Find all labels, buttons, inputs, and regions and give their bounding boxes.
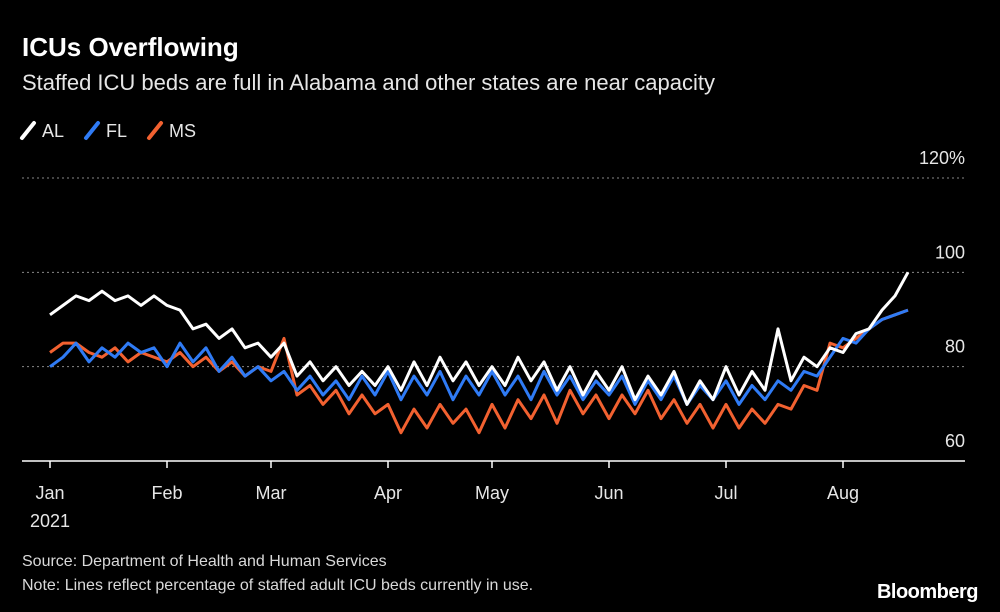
x-tick-label: Apr <box>374 483 402 503</box>
x-tick-label: Feb <box>151 483 182 503</box>
y-tick-label: 60 <box>945 431 965 451</box>
y-tick-label: 120% <box>919 148 965 168</box>
legend-label: MS <box>169 121 196 141</box>
x-tick-label: Jun <box>594 483 623 503</box>
legend-swatch <box>84 121 101 140</box>
x-tick-label: Jan <box>35 483 64 503</box>
source: Source: Department of Health and Human S… <box>22 553 387 570</box>
x-year-label: 2021 <box>30 511 70 531</box>
legend-label: AL <box>42 121 64 141</box>
note: Note: Lines reflect percentage of staffe… <box>22 577 533 594</box>
y-tick-label: 100 <box>935 242 965 262</box>
series-line <box>49 308 909 406</box>
x-tick-label: May <box>475 483 509 503</box>
chart-subtitle: Staffed ICU beds are full in Alabama and… <box>22 70 715 95</box>
x-tick-label: Jul <box>714 483 737 503</box>
series-line <box>49 271 910 406</box>
brand: Bloomberg <box>877 581 978 603</box>
x-tick-label: Aug <box>827 483 859 503</box>
legend-swatch <box>20 121 36 140</box>
y-tick-label: 80 <box>945 337 965 357</box>
legend-label: FL <box>106 121 127 141</box>
chart-title: ICUs Overflowing <box>22 32 239 62</box>
x-tick-label: Mar <box>256 483 287 503</box>
legend-swatch <box>147 121 164 140</box>
series-line <box>49 308 909 435</box>
